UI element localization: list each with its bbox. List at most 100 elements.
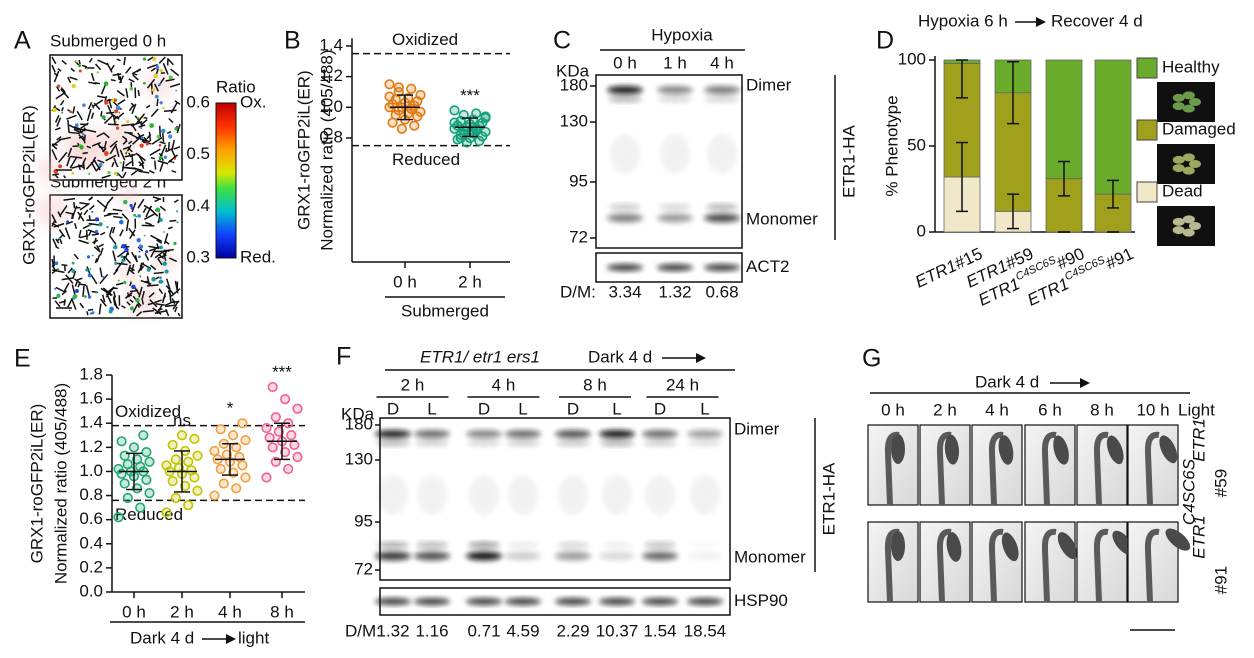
signal (163, 155, 167, 159)
er-network (112, 268, 119, 276)
er-network (170, 288, 181, 297)
er-network (121, 305, 126, 309)
er-network (137, 198, 145, 209)
colorbar-high: Ox. (240, 92, 266, 111)
data-point (273, 426, 285, 437)
blot-band (704, 213, 740, 223)
er-network (94, 63, 102, 71)
er-network (121, 161, 125, 172)
er-network (53, 70, 60, 83)
er-network (112, 73, 122, 76)
blot-band (657, 86, 693, 94)
er-network (70, 155, 83, 159)
ratio-value: 4.59 (506, 621, 539, 640)
ratio-value: 3.34 (608, 282, 641, 301)
mutation-label: C4SC6S (1179, 458, 1198, 525)
er-network (149, 148, 161, 156)
data-point (406, 83, 417, 94)
y-axis-label: % Phenotype (882, 95, 901, 196)
signal (138, 255, 141, 259)
er-network (69, 156, 78, 169)
er-network (115, 282, 124, 286)
blot-band (468, 542, 500, 548)
signal (162, 261, 167, 266)
ratio-value: 0.68 (705, 282, 738, 301)
blot-band (659, 204, 691, 210)
er-network (91, 141, 101, 147)
er-network (51, 149, 58, 161)
er-network (82, 285, 85, 297)
blot-band (505, 551, 541, 561)
signal (139, 275, 142, 278)
plant-leaf (1172, 226, 1185, 235)
data-point (280, 447, 291, 458)
er-network (126, 294, 132, 297)
signal (86, 255, 91, 259)
signal (126, 150, 129, 154)
signal (158, 82, 162, 86)
er-network (105, 154, 117, 162)
signal (153, 73, 159, 79)
er-network (101, 294, 106, 303)
condition-label: Hypoxia (651, 25, 713, 44)
er-network (90, 72, 95, 82)
er-network (93, 102, 101, 111)
data-point (384, 79, 395, 90)
er-network (163, 109, 177, 113)
blot-band (505, 430, 541, 438)
er-network (173, 199, 179, 204)
er-network (106, 111, 115, 115)
er-network (169, 83, 181, 88)
loading-label: HSP90 (734, 591, 788, 610)
er-network (148, 131, 152, 142)
signal (140, 126, 143, 130)
er-network (93, 246, 101, 253)
er-network (96, 199, 108, 209)
er-network (94, 81, 100, 85)
signal (75, 60, 78, 63)
er-network (117, 72, 121, 81)
data-point (240, 435, 251, 446)
blot-band (416, 542, 448, 548)
arrow-head (1080, 378, 1090, 388)
blot-band (704, 264, 740, 271)
y-tick-label: 1.8 (79, 364, 103, 383)
er-network (64, 227, 71, 240)
antibody-label: ETR1-HA (839, 124, 858, 197)
er-network (108, 234, 117, 246)
data-point (261, 472, 272, 483)
data-point (387, 117, 398, 128)
blot-band (609, 204, 641, 210)
er-network (171, 139, 176, 151)
arrow-head (1036, 17, 1046, 27)
line-label: #59 (1211, 469, 1230, 497)
er-network (166, 130, 172, 135)
er-network (137, 153, 144, 164)
signal (71, 269, 76, 274)
er-network (67, 119, 70, 133)
er-network (119, 75, 125, 84)
mw-marker: 180 (560, 75, 588, 94)
er-network (77, 164, 82, 171)
er-network (66, 156, 71, 167)
er-network (130, 102, 135, 107)
er-network (100, 287, 112, 297)
er-network (97, 95, 107, 99)
er-network (140, 262, 152, 270)
signal (71, 261, 75, 265)
er-network (83, 209, 89, 216)
colorbar-tick-label: 0.3 (186, 247, 210, 266)
signal (136, 238, 141, 243)
er-network (90, 161, 98, 172)
er-network (131, 202, 137, 213)
er-network (84, 128, 97, 133)
er-network (121, 213, 129, 220)
signal (129, 87, 134, 91)
er-network (176, 123, 181, 134)
panel-letter: A (14, 27, 31, 55)
time-label: 4 h (985, 400, 1009, 419)
band-label: Monomer (734, 547, 806, 566)
signal (103, 151, 109, 156)
data-point (141, 474, 152, 485)
er-network (53, 72, 59, 77)
